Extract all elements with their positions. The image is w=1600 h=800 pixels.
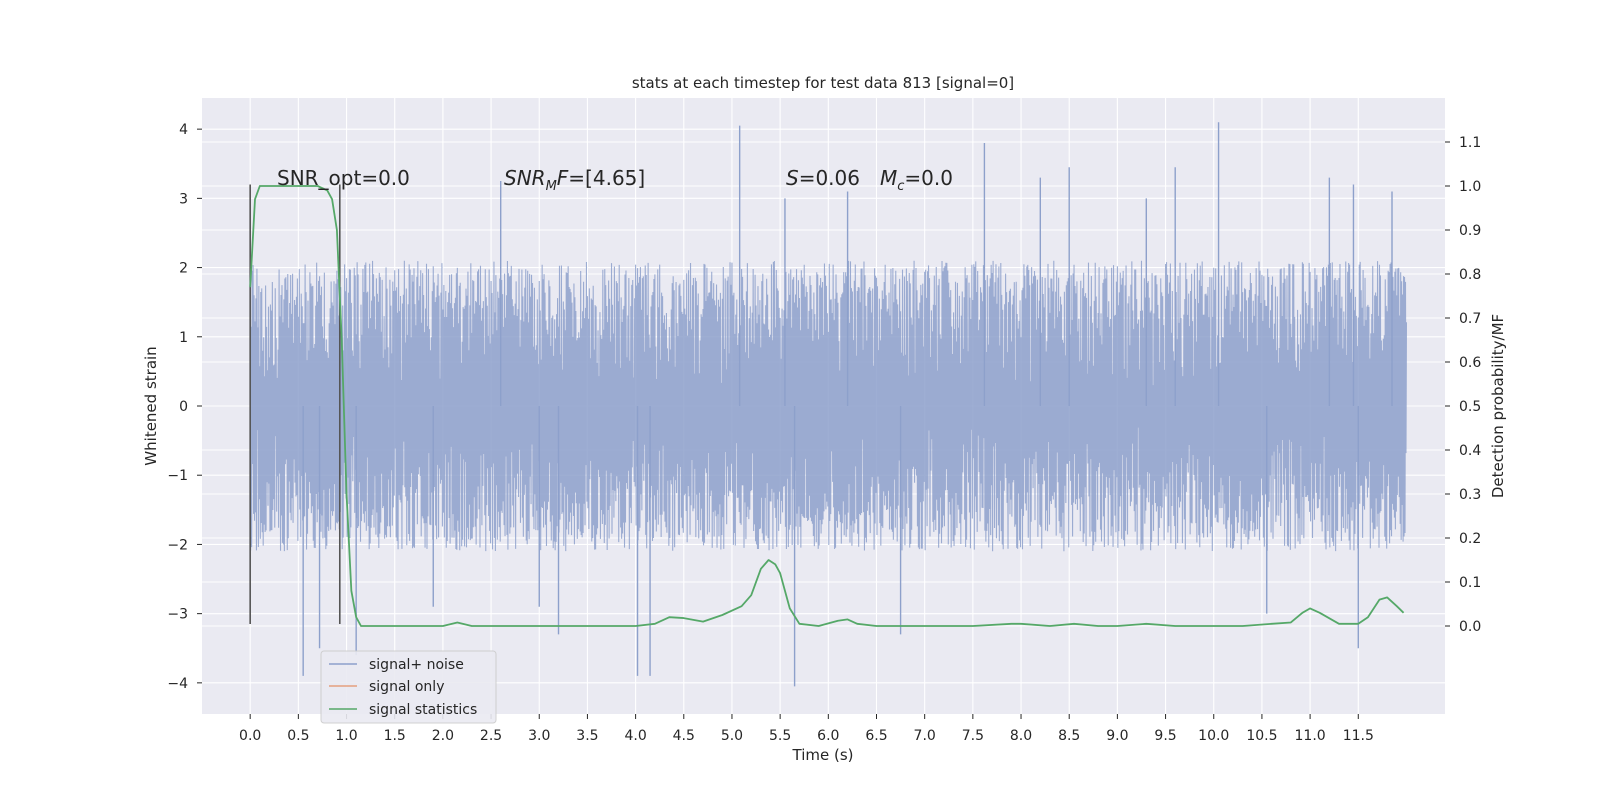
chart-title: stats at each timestep for test data 813… bbox=[632, 74, 1014, 92]
x-tick-label: 3.0 bbox=[528, 728, 550, 744]
y-tick-label-left: 2 bbox=[179, 261, 188, 277]
annotation-snr-opt: SNR_opt=0.0 bbox=[277, 166, 410, 190]
x-tick-label: 7.0 bbox=[914, 728, 936, 744]
annotation-s-value: =0.06 bbox=[799, 166, 860, 190]
legend-label-signal-statistics: signal statistics bbox=[369, 702, 477, 718]
x-tick-label: 0.0 bbox=[239, 728, 261, 744]
y-tick-label-right: 0.8 bbox=[1459, 267, 1481, 283]
y-tick-label-left: −1 bbox=[167, 468, 188, 484]
x-tick-label: 8.5 bbox=[1058, 728, 1080, 744]
x-tick-label: 2.5 bbox=[480, 728, 502, 744]
x-tick-label: 2.0 bbox=[432, 728, 454, 744]
x-tick-label: 8.0 bbox=[1010, 728, 1032, 744]
legend-box bbox=[320, 650, 497, 724]
y-tick-label-right: 0.7 bbox=[1459, 311, 1481, 327]
x-tick-label: 6.5 bbox=[865, 728, 887, 744]
y-tick-label-left: 1 bbox=[179, 330, 188, 346]
x-tick-label: 9.5 bbox=[1154, 728, 1176, 744]
x-tick-label: 5.5 bbox=[769, 728, 791, 744]
y-axis-right-title: Detection probability/MF bbox=[1489, 314, 1507, 498]
y-tick-label-right: 0.2 bbox=[1459, 531, 1481, 547]
y-tick-label-right: 0.5 bbox=[1459, 399, 1481, 415]
y-tick-label-right: 0.6 bbox=[1459, 355, 1481, 371]
x-tick-label: 6.0 bbox=[817, 728, 839, 744]
x-tick-label: 4.5 bbox=[673, 728, 695, 744]
x-tick-label: 4.0 bbox=[624, 728, 646, 744]
annotation-s: S=0.06 bbox=[786, 166, 860, 190]
y-tick-label-left: 3 bbox=[179, 191, 188, 207]
y-tick-label-right: 0.4 bbox=[1459, 443, 1481, 459]
x-tick-label: 9.0 bbox=[1106, 728, 1128, 744]
x-tick-label: 1.0 bbox=[335, 728, 357, 744]
y-tick-label-left: −3 bbox=[167, 607, 188, 623]
x-tick-label: 1.5 bbox=[384, 728, 406, 744]
annotation-mc-value: =0.0 bbox=[904, 166, 953, 190]
y-tick-label-right: 0.1 bbox=[1459, 575, 1481, 591]
vertical-markers bbox=[249, 184, 341, 625]
y-tick-label-left: −4 bbox=[167, 676, 188, 692]
annotation-snr-mf: SNRMF=[4.65] bbox=[504, 166, 645, 194]
y-tick-label-right: 0.0 bbox=[1459, 619, 1481, 635]
y-tick-label-left: 4 bbox=[179, 122, 188, 138]
y-ticks-left: 4 3 2 1 0 −1 −2 −3 −4 bbox=[167, 122, 202, 692]
x-tick-label: 11.5 bbox=[1343, 728, 1374, 744]
x-tick-label: 10.5 bbox=[1246, 728, 1277, 744]
legend: signal+ noise signal only signal statist… bbox=[320, 650, 497, 724]
x-tick-label: 0.5 bbox=[287, 728, 309, 744]
x-tick-label: 7.5 bbox=[962, 728, 984, 744]
x-tick-label: 5.0 bbox=[721, 728, 743, 744]
x-tick-label: 11.0 bbox=[1295, 728, 1326, 744]
x-ticks: 0.0 0.5 1.0 1.5 2.0 2.5 3.0 3.5 4.0 4.5 5.0 5.5 6.0 6… bbox=[239, 714, 1374, 744]
y-tick-label-left: −2 bbox=[167, 537, 188, 553]
y-tick-label-right: 0.9 bbox=[1459, 223, 1481, 239]
legend-label-signal-only: signal only bbox=[369, 679, 444, 695]
statistics-series bbox=[249, 185, 1405, 627]
signal-statistics-line bbox=[249, 185, 1405, 627]
y-tick-label-right: 1.1 bbox=[1459, 135, 1481, 151]
x-tick-label: 10.0 bbox=[1198, 728, 1229, 744]
annotation-snr-mf-value: =[4.65] bbox=[568, 166, 645, 190]
y-tick-label-right: 1.0 bbox=[1459, 179, 1481, 195]
y-tick-label-right: 0.3 bbox=[1459, 487, 1481, 503]
x-axis-title: Time (s) bbox=[792, 746, 854, 764]
signal-noise-line bbox=[249, 260, 1408, 552]
y-axis-left-title: Whitened strain bbox=[142, 346, 160, 465]
y-tick-label-left: 0 bbox=[179, 399, 188, 415]
legend-label-signal-noise: signal+ noise bbox=[369, 657, 464, 673]
annotation-mc: Mc=0.0 bbox=[880, 166, 953, 194]
y-ticks-right: 1.1 1.0 0.9 0.8 0.7 0.6 0.5 0.4 0.3 0.2 0.1 0.0 bbox=[1445, 135, 1481, 635]
x-tick-label: 3.5 bbox=[576, 728, 598, 744]
noise-series bbox=[249, 122, 1408, 687]
